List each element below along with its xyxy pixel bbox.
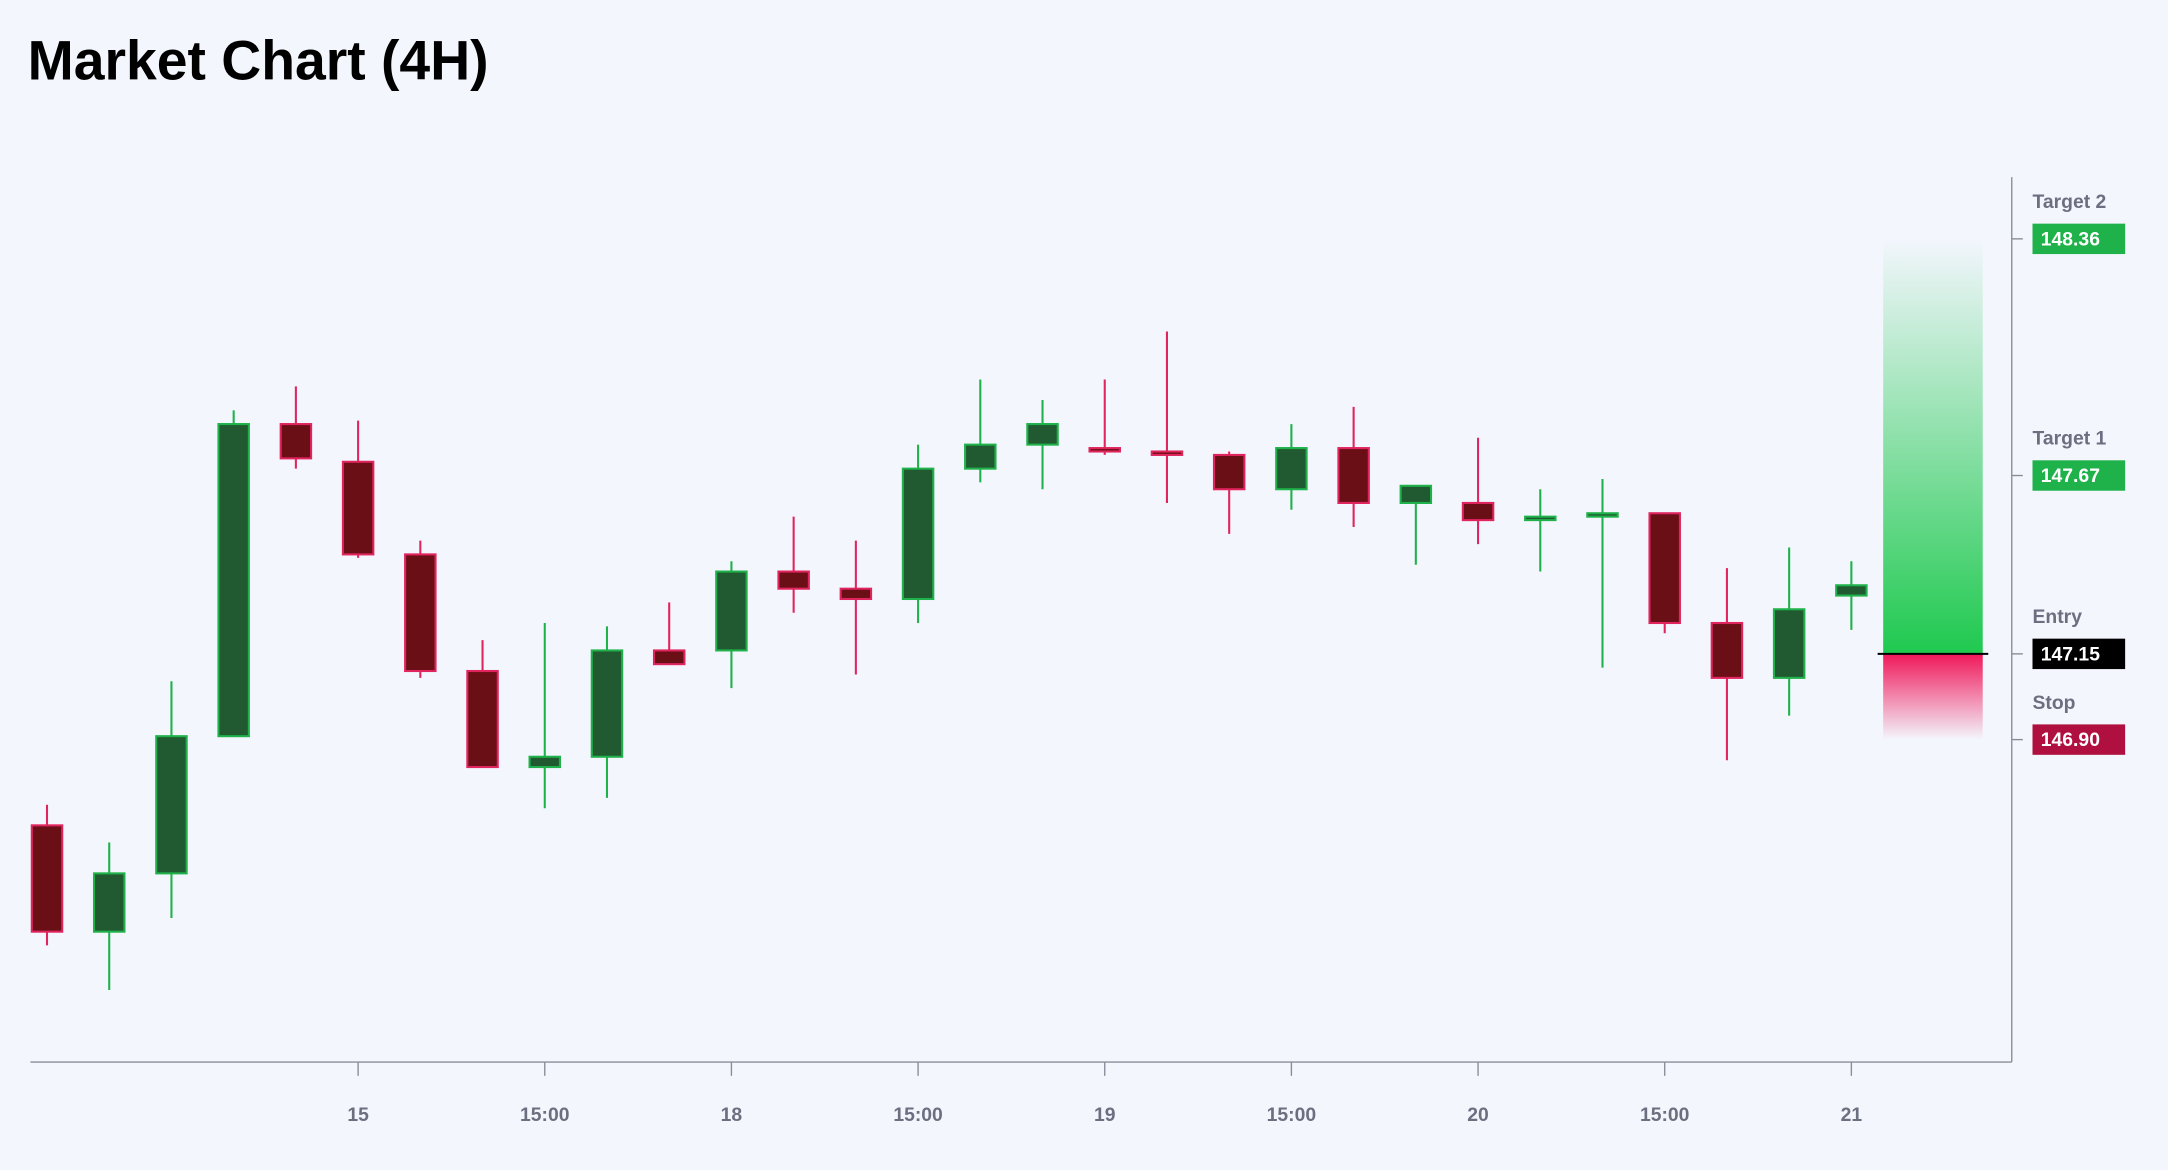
candle-body — [964, 443, 997, 470]
candle-body — [1835, 584, 1868, 597]
candle-body — [217, 423, 250, 738]
x-tick-label: 15:00 — [1267, 1104, 1316, 1126]
candle-body — [404, 553, 437, 673]
level-badge — [2032, 223, 2126, 255]
candle-body — [30, 824, 64, 933]
level-value: 148.36 — [2041, 228, 2100, 250]
candle-body — [92, 872, 126, 933]
candle-body — [1399, 484, 1433, 504]
candle-body — [590, 649, 624, 758]
candle-body — [901, 467, 935, 601]
level-name: Stop — [2033, 692, 2076, 714]
level-value: 146.90 — [2041, 729, 2100, 751]
candle-body — [1772, 608, 1806, 679]
candle-body — [1337, 447, 1370, 504]
x-tick-label: 15:00 — [520, 1104, 569, 1126]
x-tick-label: 15:00 — [1640, 1104, 1689, 1126]
chart-title: Market Chart (4H) — [28, 30, 489, 92]
level-badge — [2032, 460, 2126, 491]
candle-body — [1150, 450, 1184, 456]
candle-body — [155, 735, 188, 875]
candle-body — [1461, 501, 1495, 522]
candle-body — [1648, 512, 1681, 625]
candle-body — [1524, 515, 1557, 522]
x-tick-label: 15 — [347, 1104, 369, 1126]
candle-body — [1212, 453, 1246, 491]
level-value: 147.15 — [2041, 643, 2100, 665]
candle-body — [466, 669, 499, 769]
x-tick-label: 18 — [721, 1104, 743, 1126]
profit-zone — [1883, 238, 1983, 654]
level-name: Target 1 — [2033, 428, 2107, 450]
candle-body — [777, 570, 810, 590]
level-name: Target 2 — [2033, 191, 2107, 213]
loss-zone — [1883, 653, 1983, 740]
candle-body — [528, 755, 562, 769]
candle-body — [1275, 447, 1308, 491]
candle-body — [279, 423, 313, 460]
x-tick-label: 15:00 — [893, 1104, 942, 1126]
candle-body — [1710, 621, 1744, 679]
x-tick-label: 20 — [1467, 1104, 1489, 1126]
x-tick-label: 21 — [1841, 1104, 1863, 1126]
level-badge — [2032, 724, 2126, 755]
level-value: 147.67 — [2041, 465, 2100, 487]
level-name: Entry — [2033, 606, 2083, 628]
candle-body — [1088, 447, 1121, 453]
candle-body — [839, 587, 873, 601]
candle-body — [715, 570, 748, 652]
candle-body — [652, 649, 686, 666]
candle-body — [341, 460, 375, 556]
level-badge — [2032, 638, 2126, 670]
candle-body — [1586, 512, 1619, 518]
x-tick-label: 19 — [1094, 1104, 1116, 1126]
candle-body — [1026, 423, 1059, 446]
